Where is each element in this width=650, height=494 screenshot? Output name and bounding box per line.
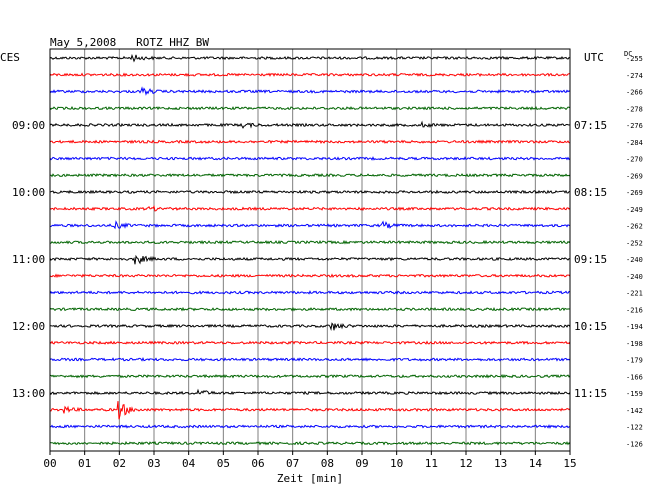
trace-line: [49, 220, 570, 230]
dc-label: DC: [624, 50, 632, 58]
x-tick-label: 06: [251, 457, 264, 470]
x-tick-label: 05: [217, 457, 230, 470]
x-tick-label: 12: [459, 457, 472, 470]
dc-offset-label: -249: [626, 206, 643, 214]
trace-line: [49, 86, 571, 96]
dc-offset-label: -270: [626, 156, 643, 164]
x-tick-label: 10: [390, 457, 403, 470]
x-tick-label: 13: [494, 457, 507, 470]
right-axis-label: UTC: [584, 51, 604, 64]
trace-line: [49, 373, 571, 379]
trace-line: [49, 322, 571, 331]
x-tick-label: 09: [355, 457, 368, 470]
trace-line: [49, 156, 571, 161]
trace-line: [49, 441, 571, 446]
x-tick-label: 01: [78, 457, 91, 470]
local-hour-label: 13:00: [12, 387, 45, 400]
dc-offset-label: -252: [626, 239, 643, 247]
traces: [49, 53, 571, 446]
utc-hour-label: 07:15: [574, 119, 607, 132]
local-hour-label: 12:00: [12, 320, 45, 333]
trace-line: [49, 53, 571, 63]
dc-offset-label: -262: [626, 223, 643, 231]
dc-offset-label: -276: [626, 122, 643, 130]
trace-line: [49, 357, 571, 362]
dc-offset-label: -179: [626, 357, 643, 365]
x-tick-label: 08: [321, 457, 334, 470]
trace-line: [49, 105, 571, 111]
x-tick-label: 02: [113, 457, 126, 470]
dc-offset-label: -269: [626, 189, 643, 197]
utc-hour-label: 08:15: [574, 186, 607, 199]
local-hour-label: 10:00: [12, 186, 45, 199]
dc-offset-label: -126: [626, 440, 643, 448]
x-tick-label: 15: [563, 457, 576, 470]
utc-hour-label: 09:15: [574, 253, 607, 266]
dc-offset-label: -198: [626, 340, 643, 348]
trace-line: [49, 173, 571, 178]
local-hour-label: 11:00: [12, 253, 45, 266]
dc-offset-label: -166: [626, 373, 643, 381]
trace-line: [49, 388, 571, 396]
left-axis-label: CES: [0, 51, 20, 64]
dc-offset-label: -216: [626, 306, 643, 314]
dc-offset-label: -194: [626, 323, 643, 331]
dc-offset-label: -240: [626, 273, 643, 281]
dc-offset-label: -266: [626, 89, 643, 97]
dc-offset-label: -278: [626, 105, 643, 113]
x-tick-label: 00: [43, 457, 56, 470]
x-axis-label: Zeit [min]: [277, 472, 343, 485]
labels: 09:00 07:15 10:00 08:15 11:00 09:15 12:00 10:15…: [12, 55, 643, 470]
trace-line: [49, 72, 570, 78]
trace-line: [49, 254, 571, 265]
dc-offset-label: -159: [626, 390, 643, 398]
trace-line: [49, 306, 571, 312]
x-tick-label: 11: [425, 457, 438, 470]
dc-offset-label: -122: [626, 424, 643, 432]
trace-line: [49, 189, 571, 195]
utc-hour-label: 11:15: [574, 387, 607, 400]
grid: [84, 49, 536, 451]
dc-offset-label: -240: [626, 256, 643, 264]
x-tick-label: 14: [529, 457, 543, 470]
trace-line: [49, 290, 571, 295]
plot-frame: [49, 48, 571, 452]
local-hour-label: 09:00: [12, 119, 45, 132]
trace-line: [49, 205, 571, 212]
utc-hour-label: 10:15: [574, 320, 607, 333]
x-tick-label: 03: [147, 457, 160, 470]
x-tick-label: 07: [286, 457, 299, 470]
trace-line: [49, 401, 571, 420]
trace-line: [49, 120, 571, 129]
trace-line: [49, 139, 571, 145]
chart-title: May 5,2008 ROTZ HHZ BW: [50, 36, 209, 49]
trace-line: [49, 424, 571, 429]
dc-offset-label: -255: [626, 55, 643, 63]
dc-offset-label: -269: [626, 172, 643, 180]
dc-offset-label: -274: [626, 72, 643, 80]
dc-offset-label: -284: [626, 139, 643, 147]
trace-line: [49, 273, 571, 279]
x-tick-label: 04: [182, 457, 196, 470]
dc-offset-label: -221: [626, 290, 643, 298]
trace-line: [49, 340, 571, 345]
dc-offset-label: -142: [626, 407, 643, 415]
trace-line: [49, 239, 571, 245]
